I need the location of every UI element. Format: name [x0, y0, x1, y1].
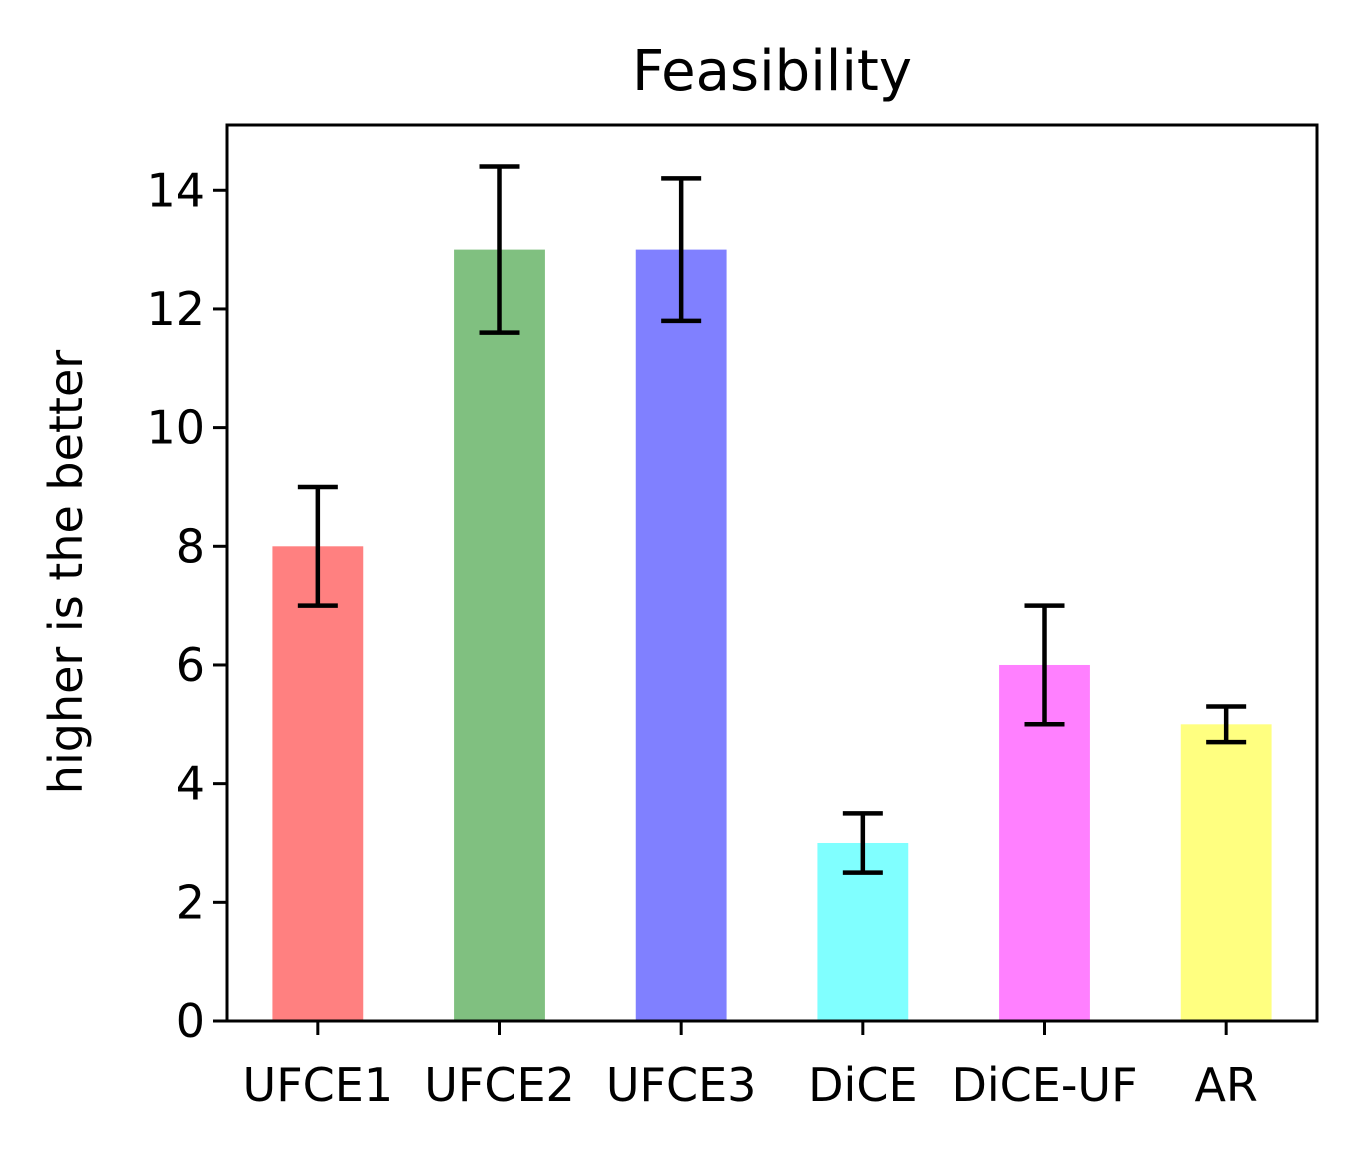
bar-ufce3: [635, 249, 727, 1022]
x-tick-label: UFCE1: [243, 1058, 394, 1112]
bar-ar: [1180, 724, 1272, 1021]
x-tick-label: DiCE: [808, 1058, 917, 1112]
plot-frame: [225, 123, 1319, 1023]
y-tick-label: 0: [176, 994, 205, 1048]
x-tick-label: DiCE-UF: [951, 1058, 1137, 1112]
y-tick-label: 2: [176, 875, 205, 929]
y-tick-label: 6: [176, 638, 205, 692]
x-tick-label: UFCE2: [424, 1058, 575, 1112]
y-tick-label: 14: [146, 163, 205, 217]
y-tick-label: 4: [176, 757, 205, 811]
x-tick-label: UFCE3: [606, 1058, 757, 1112]
plot-area: UFCE1 UFCE2 UFCE3 DiCE DiCE-UF AR 0 2 4 6 8 10 12 14: [146, 163, 1272, 1112]
bar-ufce2: [454, 249, 545, 1022]
x-tick-label: AR: [1194, 1058, 1257, 1112]
y-axis-label: higher is the better: [39, 350, 93, 794]
chart-title: Feasibility: [632, 39, 912, 104]
y-tick-label: 8: [176, 519, 205, 573]
y-tick-label: 10: [146, 401, 205, 455]
bar-ufce1: [272, 546, 364, 1021]
y-tick-label: 12: [146, 282, 205, 336]
